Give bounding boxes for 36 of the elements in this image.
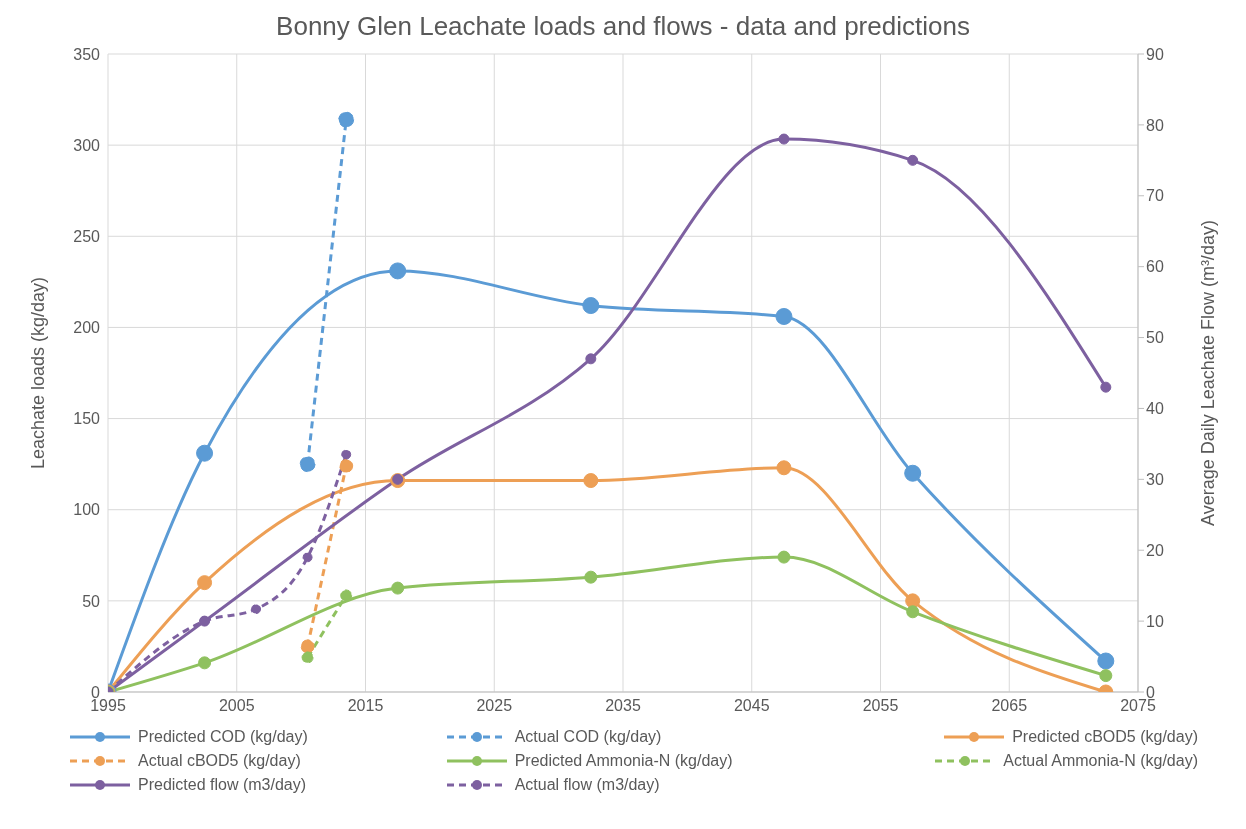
legend-label: Actual Ammonia-N (kg/day): [1003, 752, 1198, 770]
legend-label: Predicted Ammonia-N (kg/day): [514, 752, 733, 770]
x-tick-label: 2065: [991, 697, 1028, 715]
x-tick-label: 2025: [476, 697, 513, 715]
x-tick-label: 2005: [218, 697, 255, 715]
legend-label: Actual cBOD5 (kg/day): [138, 752, 301, 770]
y-tick-label: 350: [73, 45, 101, 63]
legend-label: Predicted cBOD5 (kg/day): [1012, 728, 1198, 746]
chart-title: Bonny Glen Leachate loads and flows - data and predictions: [275, 10, 971, 43]
x-tick-label: 2045: [733, 697, 770, 715]
y2-tick-label: 40: [1146, 400, 1164, 418]
y-tick-label: 200: [73, 319, 101, 337]
legend-label: Predicted flow (m3/day): [138, 776, 307, 794]
y2-tick-label: 90: [1146, 45, 1164, 63]
x-tick-label: 2055: [862, 697, 899, 715]
y-axis-title: Leachate loads (kg/day): [28, 276, 49, 470]
y2-axis-title: Average Daily Leachate Flow (m³/day): [1198, 220, 1219, 526]
y-tick-label: 100: [73, 501, 101, 519]
legend-label: Actual flow (m3/day): [514, 776, 660, 794]
x-tick-label: 2015: [347, 697, 384, 715]
legend-label: Actual COD (kg/day): [514, 728, 662, 746]
y2-tick-label: 20: [1146, 541, 1164, 559]
x-tick-label: 2035: [605, 697, 641, 715]
y2-tick-label: 10: [1146, 612, 1164, 630]
y2-tick-label: 80: [1146, 116, 1164, 134]
legend-label: Predicted COD (kg/day): [138, 728, 308, 746]
x-tick-label: 2075: [1120, 697, 1156, 715]
y2-tick-label: 50: [1146, 329, 1164, 347]
y-tick-label: 150: [73, 410, 101, 428]
y2-tick-label: 70: [1146, 187, 1164, 205]
y2-tick-label: 30: [1146, 471, 1164, 489]
y2-tick-label: 60: [1146, 258, 1164, 276]
y-tick-label: 50: [82, 592, 101, 610]
y-tick-label: 250: [73, 227, 101, 245]
y-tick-label: 300: [73, 136, 101, 154]
x-tick-label: 1995: [90, 697, 126, 715]
